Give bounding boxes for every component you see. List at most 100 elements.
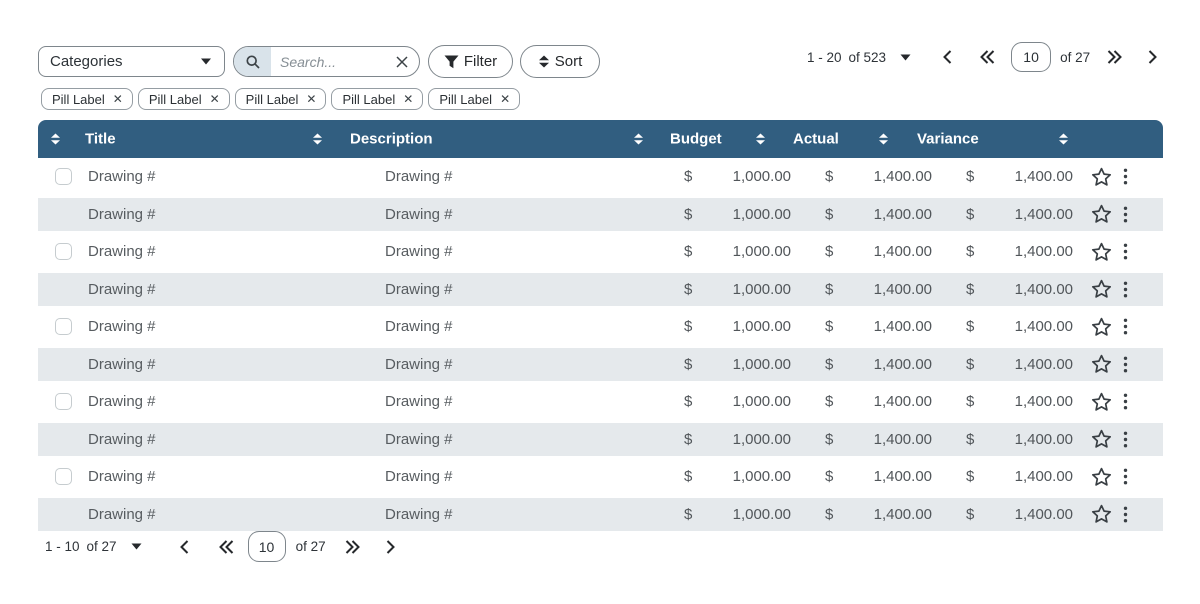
filter-button[interactable]: Filter [428, 45, 513, 78]
more-options-icon[interactable] [1123, 243, 1128, 260]
prev-page-icon[interactable] [943, 50, 952, 64]
column-header-budget[interactable]: Budget [670, 130, 722, 148]
sort-icon[interactable] [1058, 133, 1069, 145]
categories-select[interactable]: Categories [38, 46, 225, 77]
variance-value: 1,400.00 [1014, 280, 1073, 298]
star-icon[interactable] [1091, 317, 1112, 337]
next-page-icon[interactable] [386, 539, 395, 554]
table-row[interactable]: Drawing # Drawing # $ 1,000.00 $ 1,400.0… [38, 233, 1163, 271]
more-options-icon[interactable] [1123, 393, 1128, 410]
more-options-icon[interactable] [1123, 168, 1128, 185]
sort-icon[interactable] [633, 133, 644, 145]
row-checkbox[interactable] [55, 168, 72, 186]
prev-page-icon[interactable] [179, 539, 189, 554]
sort-icon[interactable] [50, 133, 61, 145]
star-icon[interactable] [1091, 354, 1112, 374]
actual-value: 1,400.00 [873, 430, 932, 448]
remove-pill-icon[interactable]: ✕ [500, 92, 511, 106]
table-row[interactable]: Drawing # Drawing # $ 1,000.00 $ 1,400.0… [38, 495, 1163, 533]
star-icon[interactable] [1091, 204, 1112, 224]
more-options-icon[interactable] [1123, 506, 1128, 523]
star-icon[interactable] [1091, 429, 1112, 449]
first-page-icon[interactable] [218, 539, 234, 554]
table-row[interactable]: Drawing # Drawing # $ 1,000.00 $ 1,400.0… [38, 270, 1163, 308]
table-row[interactable]: Drawing # Drawing # $ 1,000.00 $ 1,400.0… [38, 308, 1163, 346]
favorite-cell [1083, 204, 1119, 224]
pagination-bottom: 1 - 10 of 27 of 27 [45, 531, 395, 562]
clear-search-icon[interactable] [396, 55, 408, 68]
search-input[interactable] [271, 47, 396, 76]
budget-value: 1,000.00 [732, 280, 791, 298]
column-header-description[interactable]: Description [350, 130, 433, 148]
filter-pill[interactable]: Pill Label ✕ [331, 88, 424, 110]
page-size-caret-icon[interactable] [900, 54, 911, 61]
sort-icon[interactable] [755, 133, 766, 145]
actual-value: 1,400.00 [873, 355, 932, 373]
currency-symbol: $ [825, 318, 834, 336]
more-options-icon[interactable] [1123, 431, 1128, 448]
actual-cell: $ 1,400.00 [801, 506, 942, 523]
more-options-icon[interactable] [1123, 318, 1128, 335]
remove-pill-icon[interactable]: ✕ [112, 92, 123, 106]
filter-pill[interactable]: Pill Label ✕ [428, 88, 521, 110]
next-page-icon[interactable] [1148, 50, 1158, 64]
remove-pill-icon[interactable]: ✕ [306, 92, 317, 106]
row-checkbox[interactable] [55, 393, 72, 411]
column-header-variance[interactable]: Variance [917, 130, 979, 148]
column-header-actual[interactable]: Actual [793, 130, 839, 148]
star-icon[interactable] [1091, 504, 1112, 524]
remove-pill-icon[interactable]: ✕ [403, 92, 414, 106]
table-row[interactable]: Drawing # Drawing # $ 1,000.00 $ 1,400.0… [38, 420, 1163, 458]
row-menu-cell [1119, 393, 1163, 410]
description-cell: Drawing # [385, 205, 453, 223]
variance-cell: $ 1,400.00 [942, 468, 1083, 485]
last-page-icon[interactable] [345, 539, 360, 554]
row-menu-cell [1119, 243, 1163, 260]
actual-cell: $ 1,400.00 [801, 393, 942, 410]
table-row[interactable]: Drawing # Drawing # $ 1,000.00 $ 1,400.0… [38, 195, 1163, 233]
currency-symbol: $ [966, 318, 975, 336]
star-icon[interactable] [1091, 392, 1112, 412]
row-menu-cell [1119, 506, 1163, 523]
star-icon[interactable] [1091, 242, 1112, 262]
page-number-input[interactable] [247, 531, 286, 562]
star-icon[interactable] [1091, 167, 1112, 187]
budget-value: 1,000.00 [732, 393, 791, 411]
more-options-icon[interactable] [1123, 281, 1128, 298]
star-icon[interactable] [1091, 467, 1112, 487]
row-select-cell [38, 168, 75, 186]
page-size-caret-icon[interactable] [131, 543, 142, 550]
table-row[interactable]: Drawing # Drawing # $ 1,000.00 $ 1,400.0… [38, 383, 1163, 421]
table-row[interactable]: Drawing # Drawing # $ 1,000.00 $ 1,400.0… [38, 345, 1163, 383]
more-options-icon[interactable] [1123, 206, 1128, 223]
row-select-cell [38, 356, 75, 373]
remove-pill-icon[interactable]: ✕ [209, 92, 220, 106]
currency-symbol: $ [966, 468, 975, 486]
row-select-cell [38, 506, 75, 523]
pagination-pages: of 27 [1060, 49, 1091, 65]
variance-cell: $ 1,400.00 [942, 243, 1083, 260]
filter-pill[interactable]: Pill Label ✕ [41, 88, 133, 110]
table-row[interactable]: Drawing # Drawing # $ 1,000.00 $ 1,400.0… [38, 158, 1163, 196]
currency-symbol: $ [966, 355, 975, 373]
sort-button[interactable]: Sort [520, 45, 600, 78]
column-header-title[interactable]: Title [85, 130, 116, 148]
table-row[interactable]: Drawing # Drawing # $ 1,000.00 $ 1,400.0… [38, 458, 1163, 496]
page-number-input[interactable] [1011, 42, 1052, 72]
budget-value: 1,000.00 [732, 468, 791, 486]
first-page-icon[interactable] [980, 50, 995, 64]
more-options-icon[interactable] [1123, 356, 1128, 373]
row-checkbox[interactable] [55, 318, 72, 336]
more-options-icon[interactable] [1123, 468, 1128, 485]
filter-pill[interactable]: Pill Label ✕ [234, 88, 327, 110]
sort-icon[interactable] [312, 133, 323, 145]
star-icon[interactable] [1091, 279, 1112, 299]
row-checkbox[interactable] [55, 243, 72, 261]
last-page-icon[interactable] [1107, 50, 1123, 64]
favorite-cell [1083, 392, 1119, 412]
description-cell: Drawing # [385, 505, 453, 523]
row-checkbox[interactable] [55, 468, 72, 486]
actual-value: 1,400.00 [873, 205, 932, 223]
sort-icon[interactable] [878, 133, 889, 145]
filter-pill[interactable]: Pill Label ✕ [137, 88, 230, 110]
